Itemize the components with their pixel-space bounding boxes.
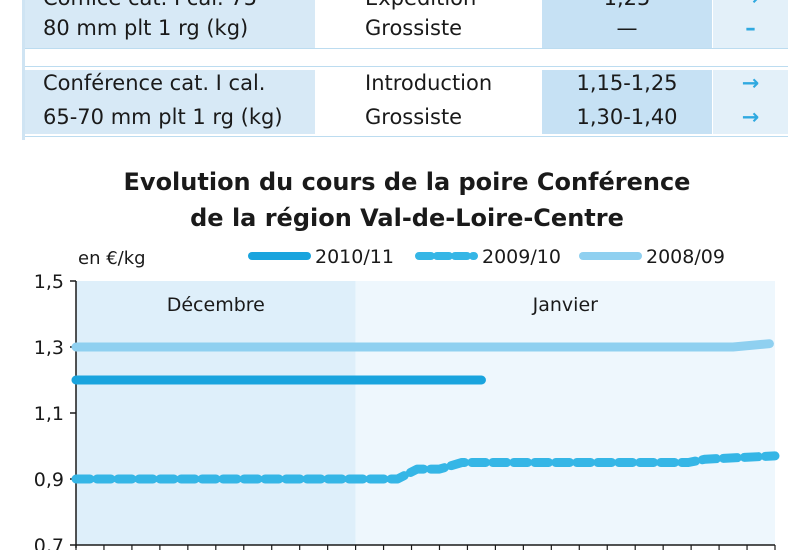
product-line: 65-70 mm plt 1 rg (kg) bbox=[43, 105, 283, 129]
stage-line: Grossiste bbox=[365, 16, 463, 40]
series-line-2009-10 bbox=[71, 451, 780, 484]
price-evolution-chart: Evolution du cours de la poire Conférenc… bbox=[34, 168, 780, 554]
y-tick-label: 1,3 bbox=[34, 337, 64, 359]
product-cell: Conférence cat. I cal. 65-70 mm plt 1 rg… bbox=[25, 70, 315, 134]
chart-title-line: Evolution du cours de la poire Conférenc… bbox=[124, 168, 691, 196]
trend-arrow-icon: → bbox=[741, 105, 760, 129]
trend-arrow-icon: → bbox=[741, 71, 760, 95]
y-tick-label: 1,5 bbox=[34, 271, 64, 293]
price-line: 1,15-1,25 bbox=[576, 71, 678, 95]
table-row: Comice cat. I cal. 75- 80 mm plt 1 rg (k… bbox=[25, 0, 788, 48]
stage-line: Grossiste bbox=[365, 105, 463, 129]
legend-label: 2008/09 bbox=[646, 246, 725, 268]
stage-line: Introduction bbox=[365, 71, 493, 95]
price-cell: 1,25 — bbox=[542, 0, 712, 48]
product-line: 80 mm plt 1 rg (kg) bbox=[43, 16, 249, 40]
product-line: Comice cat. I cal. 75- bbox=[43, 0, 265, 10]
product-line: Conférence cat. I cal. bbox=[43, 71, 266, 95]
period-label: Décembre bbox=[167, 294, 265, 316]
y-tick-label: 0,9 bbox=[34, 469, 64, 491]
product-cell: Comice cat. I cal. 75- 80 mm plt 1 rg (k… bbox=[25, 0, 315, 48]
price-cell: 1,15-1,25 1,30-1,40 bbox=[542, 70, 712, 134]
period-band bbox=[76, 281, 356, 545]
chart-title-line: de la région Val-de-Loire-Centre bbox=[190, 204, 624, 232]
price-line: — bbox=[616, 16, 638, 40]
row-divider bbox=[25, 136, 788, 137]
row-divider bbox=[25, 66, 788, 67]
trend-cell: → → bbox=[713, 70, 788, 134]
legend-label: 2009/10 bbox=[482, 246, 561, 268]
stage-cell: Introduction Grossiste bbox=[317, 70, 563, 134]
table-row: Conférence cat. I cal. 65-70 mm plt 1 rg… bbox=[25, 70, 788, 134]
trend-arrow-icon: → bbox=[713, 0, 788, 10]
chart-panel: Evolution du cours de la poire Conférenc… bbox=[20, 150, 795, 554]
period-label: Janvier bbox=[532, 294, 599, 316]
trend-dash-icon: – bbox=[745, 16, 756, 40]
series-line-2008-09 bbox=[71, 339, 774, 352]
y-axis-unit-label: en €/kg bbox=[78, 248, 146, 269]
legend-label: 2010/11 bbox=[315, 246, 394, 268]
trend-cell: → – bbox=[713, 0, 788, 48]
y-tick-label: 0,7 bbox=[34, 535, 64, 550]
chart-legend: 2010/11 2009/10 2008/09 bbox=[248, 246, 725, 268]
y-tick-label: 1,1 bbox=[34, 403, 64, 425]
price-table: Comice cat. I cal. 75- 80 mm plt 1 rg (k… bbox=[22, 0, 795, 140]
price-line: 1,30-1,40 bbox=[576, 105, 678, 129]
price-line: 1,25 bbox=[542, 0, 712, 10]
row-divider bbox=[25, 48, 788, 49]
period-band bbox=[355, 281, 775, 545]
stage-cell: Expédition Grossiste bbox=[317, 0, 563, 48]
stage-line: Expédition bbox=[365, 0, 476, 10]
plot-area: Décembre Janvier 1,5 1,3 1,1 0,9 0,7 bbox=[34, 271, 780, 554]
